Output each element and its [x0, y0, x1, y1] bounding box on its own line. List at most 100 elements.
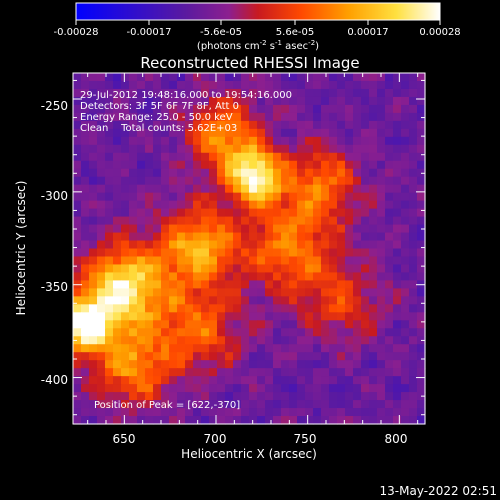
heatmap-cell	[249, 112, 258, 122]
heatmap-cell	[273, 120, 282, 130]
heatmap-cell	[241, 344, 250, 353]
heatmap-cell	[393, 160, 402, 170]
heatmap-cell	[145, 256, 154, 266]
heatmap-cell	[81, 384, 90, 393]
heatmap-cell	[273, 272, 282, 282]
heatmap-cell	[105, 88, 114, 98]
heatmap-cell	[217, 400, 226, 409]
heatmap-cell	[177, 184, 186, 194]
heatmap-cell	[297, 368, 306, 377]
heatmap-cell	[137, 112, 146, 122]
heatmap-cell	[193, 368, 202, 377]
heatmap-cell	[97, 88, 106, 98]
heatmap-cell	[273, 248, 282, 258]
heatmap-cell	[305, 256, 314, 266]
heatmap-cell	[361, 416, 370, 425]
heatmap-cell	[329, 392, 338, 401]
heatmap-cell	[193, 224, 202, 234]
heatmap-cell	[209, 392, 218, 401]
heatmap-cell	[241, 96, 250, 106]
heatmap-cell	[225, 88, 234, 98]
heatmap-cell	[297, 136, 306, 146]
heatmap-cell	[377, 224, 386, 234]
heatmap-cell	[345, 248, 354, 258]
heatmap-cell	[241, 176, 250, 186]
heatmap-cell	[121, 352, 130, 361]
heatmap-cell	[121, 80, 130, 90]
heatmap-cell	[313, 136, 322, 146]
heatmap-cell	[217, 104, 226, 114]
heatmap-cell	[345, 416, 354, 425]
heatmap-cell	[169, 392, 178, 401]
heatmap-cell	[145, 184, 154, 194]
heatmap-cell	[145, 400, 154, 409]
heatmap-cell	[185, 416, 194, 425]
heatmap-cell	[297, 360, 306, 369]
heatmap-cell	[281, 312, 290, 321]
heatmap-cell	[113, 264, 122, 274]
heatmap-cell	[273, 192, 282, 202]
heatmap-cell	[81, 216, 90, 226]
heatmap-cell	[201, 376, 210, 385]
heatmap-cell	[129, 264, 138, 274]
heatmap-cell	[145, 168, 154, 178]
heatmap-cell	[361, 344, 370, 353]
heatmap-cell	[217, 368, 226, 377]
heatmap-cell	[89, 416, 98, 425]
heatmap-cell	[321, 408, 330, 417]
heatmap-cell	[345, 344, 354, 353]
heatmap-cell	[329, 408, 338, 417]
heatmap-cell	[161, 208, 170, 218]
heatmap-cell	[81, 160, 90, 170]
heatmap-cell	[321, 296, 330, 305]
heatmap-cell	[289, 160, 298, 170]
heatmap-cell	[345, 304, 354, 313]
heatmap-cell	[73, 160, 82, 170]
heatmap-cell	[233, 120, 242, 130]
heatmap-cell	[409, 80, 418, 90]
heatmap-cell	[185, 120, 194, 130]
heatmap-cell	[369, 256, 378, 266]
heatmap-cell	[121, 248, 130, 258]
heatmap-cell	[297, 232, 306, 242]
heatmap-cell	[409, 264, 418, 274]
heatmap-cell	[345, 256, 354, 266]
heatmap-cell	[297, 216, 306, 226]
heatmap-cell	[161, 336, 170, 345]
heatmap-cell	[225, 320, 234, 329]
heatmap-cell	[313, 240, 322, 250]
heatmap-cell	[153, 304, 162, 313]
heatmap-cell	[353, 376, 362, 385]
heatmap-cell	[265, 136, 274, 146]
heatmap-cell	[113, 248, 122, 258]
heatmap-cell	[121, 344, 130, 353]
heatmap-cell	[241, 352, 250, 361]
heatmap-cell	[129, 128, 138, 138]
heatmap-cell	[233, 384, 242, 393]
heatmap-cell	[377, 368, 386, 377]
x-tick-label: 700	[204, 432, 227, 446]
heatmap-cell	[361, 192, 370, 202]
heatmap-cell	[273, 264, 282, 274]
heatmap-cell	[241, 360, 250, 369]
heatmap-cell	[233, 104, 242, 114]
heatmap-cell	[361, 136, 370, 146]
heatmap-cell	[249, 80, 258, 90]
heatmap-cell	[209, 312, 218, 321]
heatmap-cell	[185, 192, 194, 202]
heatmap-cell	[345, 104, 354, 114]
heatmap-cell	[273, 73, 282, 82]
heatmap-cell	[329, 384, 338, 393]
heatmap-cell	[201, 368, 210, 377]
heatmap-cell	[225, 288, 234, 297]
heatmap-cell	[385, 136, 394, 146]
heatmap-cell	[105, 184, 114, 194]
heatmap-cell	[153, 136, 162, 146]
heatmap-cell	[177, 368, 186, 377]
heatmap-cell	[353, 136, 362, 146]
heatmap-cell	[153, 168, 162, 178]
heatmap-cell	[113, 376, 122, 385]
heatmap-cell	[145, 208, 154, 218]
heatmap-cell	[193, 288, 202, 297]
heatmap-cell	[385, 408, 394, 417]
